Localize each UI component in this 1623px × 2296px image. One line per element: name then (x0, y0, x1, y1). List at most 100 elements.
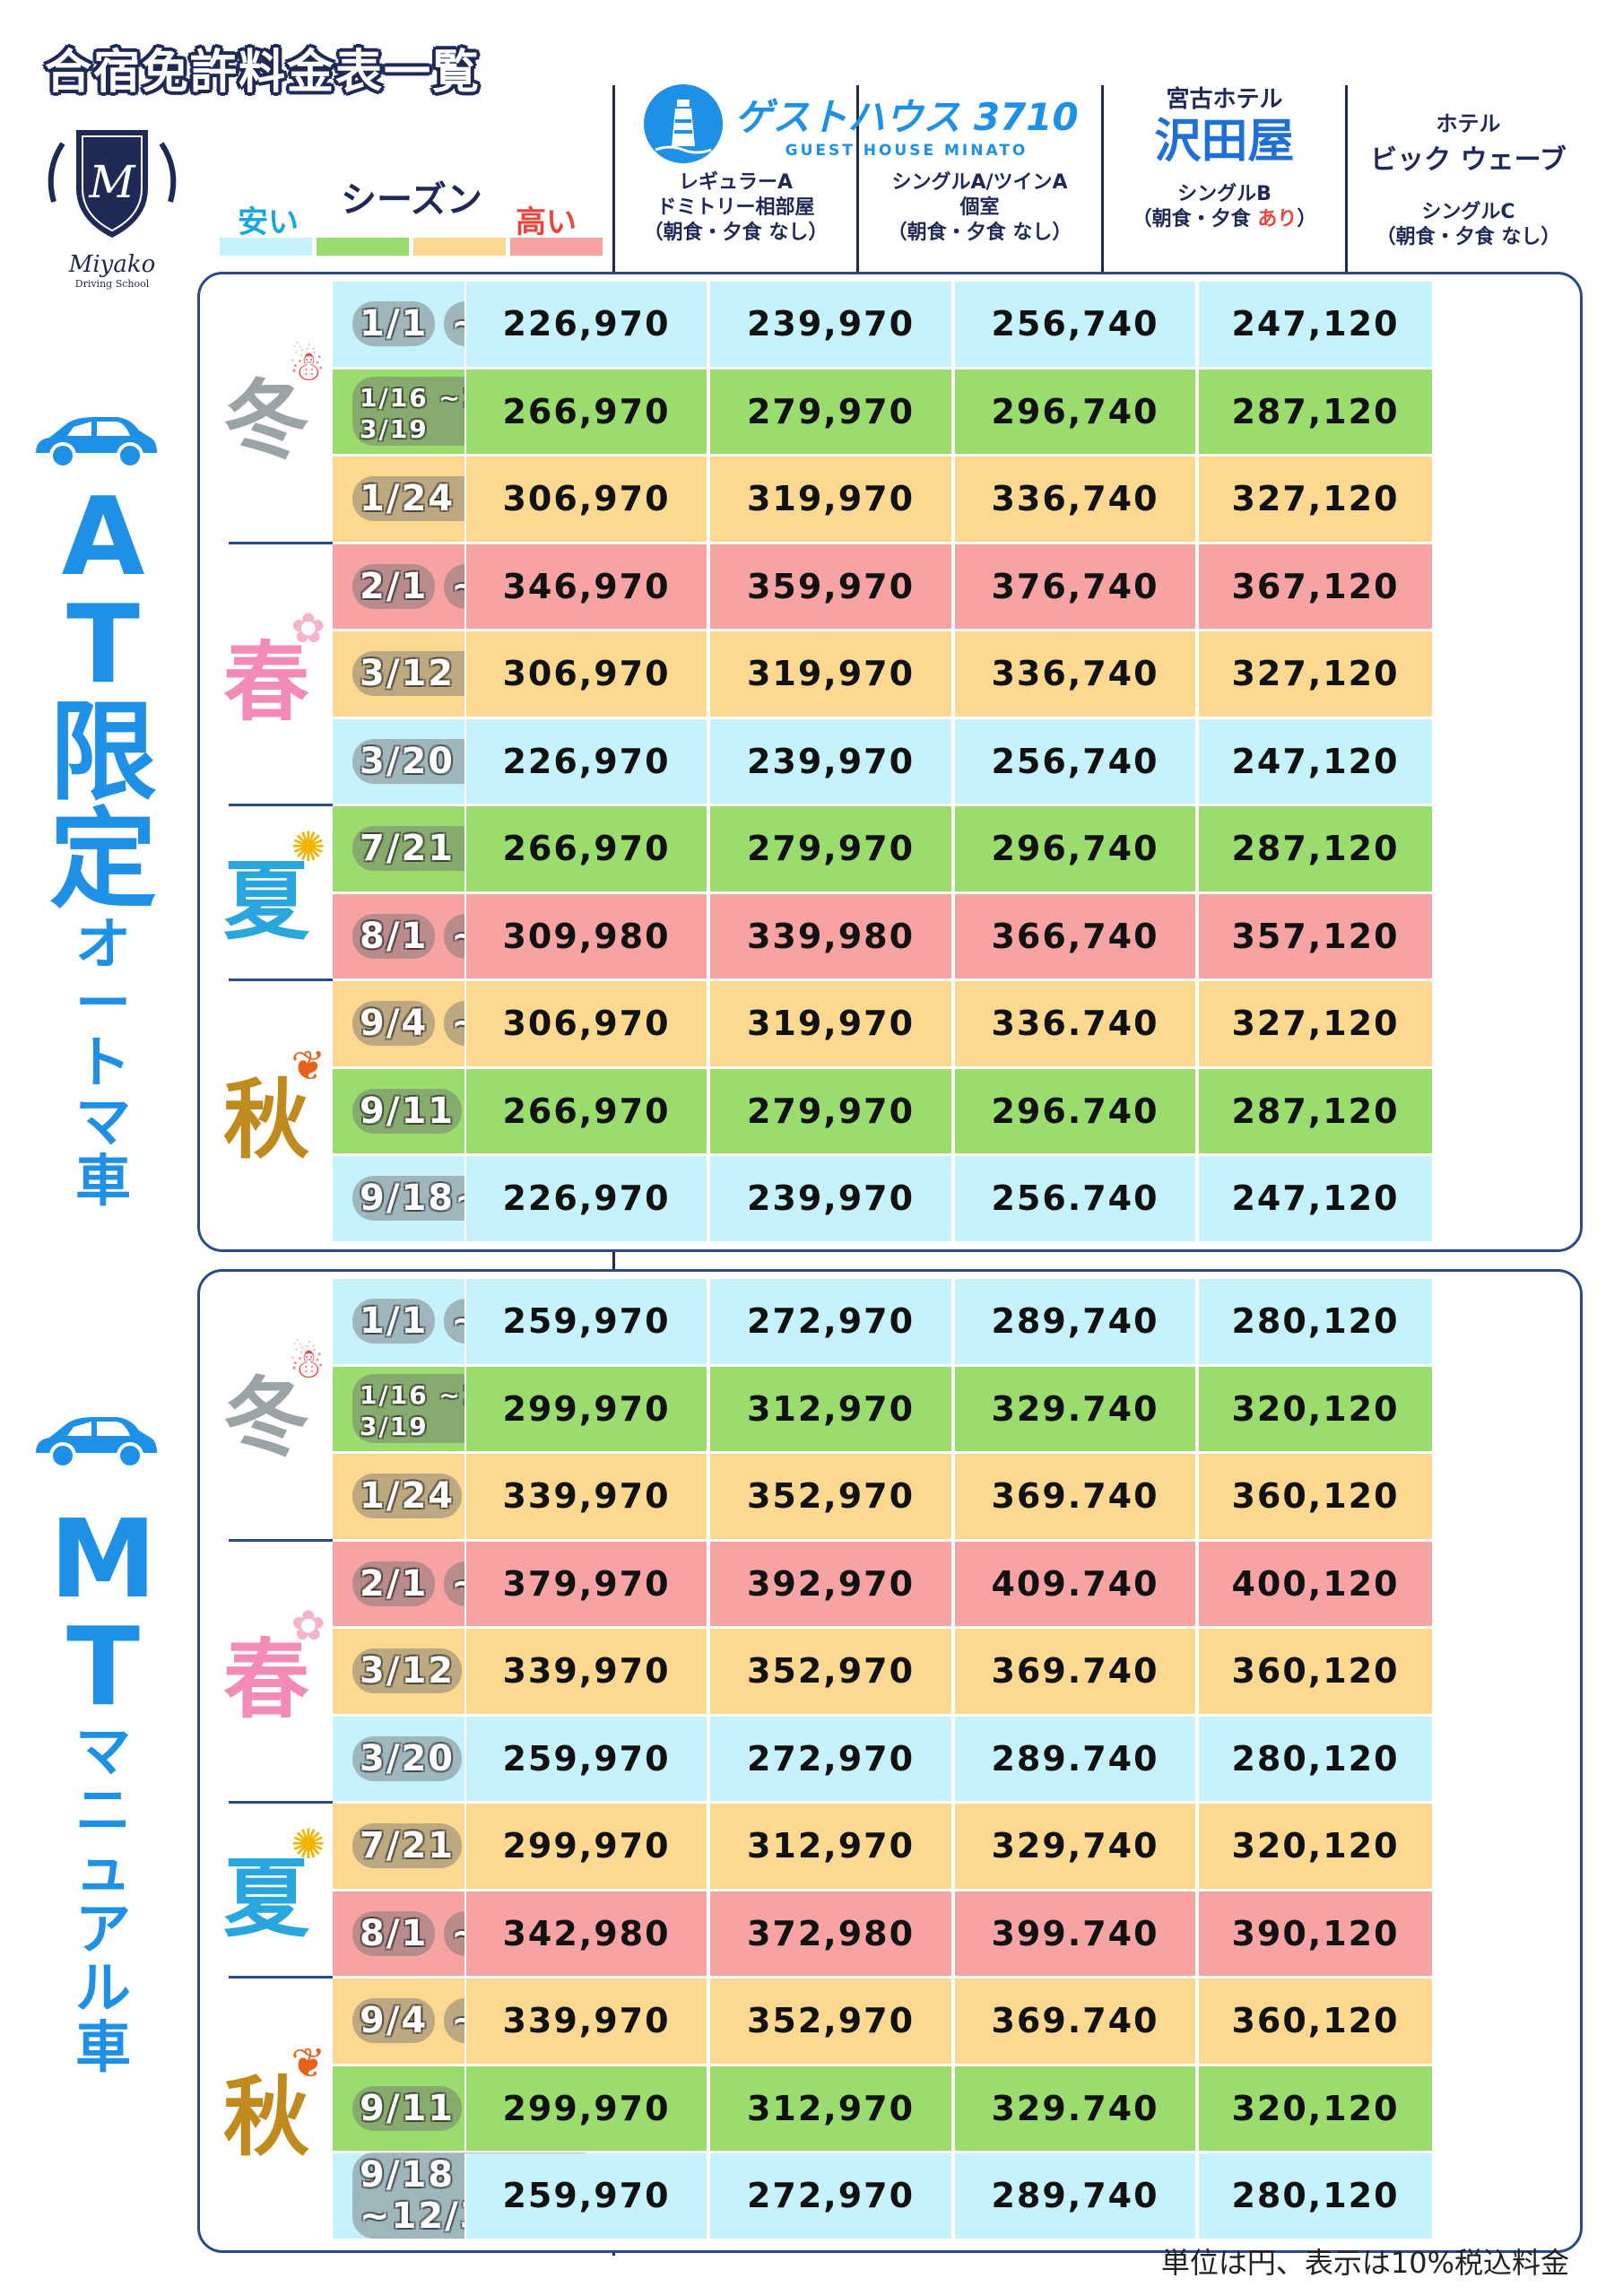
price-cell: 342,980 (464, 1891, 707, 1976)
price-cell: 339,970 (464, 1629, 707, 1714)
price-cell: 360,120 (1197, 1979, 1432, 2064)
price-cell: 280,120 (1197, 2153, 1432, 2239)
section-sublabel-char: ル (74, 1955, 131, 2021)
season-label: 秋 ❦ (200, 981, 333, 1244)
section-label-char: 限 (49, 691, 157, 815)
price-cell: 367,120 (1197, 544, 1432, 629)
table-row: 1/16 ~1/23、3/19 266,970 279,970 296,740 287,… (333, 369, 1580, 454)
header-col-sawadaya: 宮古ホテル 沢田屋 シングルB （朝食・夕食 あり） (1106, 81, 1343, 269)
price-cell: 392,970 (708, 1541, 951, 1626)
header-line: ドミトリー相部屋 (656, 196, 815, 219)
price-cell: 327,120 (1197, 457, 1432, 542)
maple-leaf-icon: ❦ (291, 1040, 325, 1090)
section-sublabel-char: ア (74, 1896, 131, 1961)
price-cell: 329,740 (953, 1804, 1195, 1889)
price-cell: 376,740 (953, 544, 1195, 629)
sunflower-icon: ✺ (291, 1820, 325, 1868)
header-meal-line: （朝食・夕食 あり） (1106, 207, 1343, 232)
hotel-prefix: 宮古ホテル (1166, 86, 1283, 113)
price-cell: 329.740 (953, 2066, 1195, 2151)
date-start: 2/1 (352, 563, 436, 609)
price-cell: 266,970 (464, 806, 707, 891)
header-col-single-a: シングルA/ツインA 個室 （朝食・夕食 なし） (861, 170, 1098, 260)
price-cell: 296.740 (953, 1068, 1195, 1153)
price-cell: 279,970 (708, 806, 951, 891)
price-cell: 266,970 (464, 1068, 707, 1153)
price-cell: 390,120 (1197, 1891, 1432, 1976)
header-line: （朝食・夕食 なし） (1376, 226, 1561, 248)
price-cell: 399.740 (953, 1891, 1195, 1976)
price-cell: 256.740 (953, 1156, 1195, 1241)
price-cell: 299,970 (464, 1804, 707, 1889)
date-start: 7/21 (352, 1823, 463, 1868)
price-cell: 369.740 (953, 1454, 1195, 1539)
section-sublabel-char: マ (74, 1089, 131, 1154)
header-line: （朝食・夕食 なし） (643, 222, 829, 244)
price-cell: 287,120 (1197, 1068, 1432, 1153)
price-cell: 247,120 (1197, 718, 1432, 804)
price-cell: 320,120 (1197, 2066, 1432, 2151)
price-cell: 352,970 (708, 1454, 951, 1539)
section-label-char: 定 (49, 798, 157, 923)
section-sublabel-char: ニ (74, 1778, 131, 1843)
date-start: 2/1 (352, 1561, 436, 1606)
lighthouse-icon (644, 83, 724, 163)
legend-bar-green (317, 238, 409, 256)
legend-cheap-label: 安い (238, 204, 299, 240)
price-cell: 279,970 (708, 1068, 951, 1153)
price-cell: 336.740 (953, 981, 1195, 1066)
snowman-icon: ☃ (288, 1338, 325, 1387)
header-line: シングルC (1421, 201, 1515, 223)
price-cell: 339,980 (708, 893, 951, 978)
season-label: 春 ✿ (200, 1542, 333, 1805)
price-cell: 239,970 (708, 1156, 951, 1241)
price-cell: 320,120 (1197, 1366, 1432, 1451)
section-sublabel-char: 車 (74, 2014, 131, 2080)
logo-script: Miyako (68, 251, 156, 278)
legend-bar-yellow (413, 238, 506, 256)
price-cell: 259,970 (464, 1716, 707, 1801)
sakura-icon: ✿ (291, 604, 325, 653)
season-divider (229, 978, 333, 981)
price-cell: 357,120 (1197, 893, 1432, 978)
price-cell: 329.740 (953, 1366, 1195, 1451)
header-line: シングルA/ツインA (891, 171, 1068, 194)
price-cell: 299,970 (464, 1366, 707, 1451)
price-cell: 226,970 (464, 718, 707, 804)
meal-text: （朝食・夕食 (1132, 208, 1258, 230)
season-name: 春 ✿ (223, 604, 325, 734)
price-cell: 320,120 (1197, 1804, 1432, 1889)
date-start: 1/24 (352, 1474, 463, 1518)
date-start: 1/1 (352, 301, 436, 346)
logo-monogram: M (88, 156, 136, 208)
price-cell: 319,970 (708, 457, 951, 542)
section-sublabel-char: マ (74, 1718, 131, 1784)
legend-bar-red (510, 238, 603, 256)
date-start: 9/4 (352, 1001, 436, 1046)
car-icon (36, 417, 157, 469)
section-sublabel-char: ー (74, 970, 131, 1036)
header-line: シングルB (1177, 183, 1271, 205)
season-divider (229, 541, 333, 544)
season-label: 春 ✿ (200, 544, 333, 807)
header-guesthouse: ゲストハウス 3710 GUEST HOUSE MINATO (619, 81, 1103, 269)
hotel-name-bigwave: ビック ウェーブ (1370, 144, 1567, 176)
season-divider (229, 1538, 333, 1542)
price-cell: 360,120 (1197, 1454, 1432, 1539)
meal-text-end: ） (1297, 208, 1317, 230)
price-cell: 299,970 (464, 2066, 707, 2151)
season-label: 夏 ✺ (200, 806, 333, 981)
price-cell: 339,970 (464, 1979, 707, 2064)
maple-leaf-icon: ❦ (291, 2038, 325, 2087)
price-cell: 259,970 (464, 2153, 707, 2239)
price-cell: 266,970 (464, 369, 707, 454)
price-cell: 279,970 (708, 369, 951, 454)
